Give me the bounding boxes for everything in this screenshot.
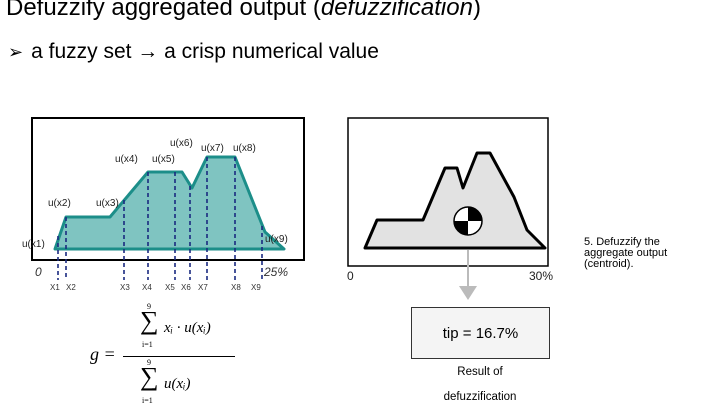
left-axis-start: 0 — [35, 265, 42, 279]
x-label-9: X9 — [251, 283, 261, 292]
centroid-formula: g = 9 ∑ i=1 xᵢ · u(xᵢ) 9 ∑ i=1 u(xᵢ) — [90, 300, 250, 410]
bullet-point: ➢ a fuzzy set → a crisp numerical value — [8, 40, 379, 64]
x-label-2: X2 — [66, 283, 76, 292]
denominator-sigma: ∑ — [140, 362, 159, 391]
slide-title: Defuzzify aggregated output (defuzzifica… — [6, 0, 481, 22]
formula-numerator: xᵢ · u(xᵢ) — [164, 320, 211, 336]
u-label-x2: u(x2) — [48, 198, 71, 209]
numerator-upper-limit: 9 — [147, 302, 151, 311]
denominator-upper-limit: 9 — [147, 358, 151, 367]
u-label-x9: u(x9) — [265, 234, 288, 245]
u-label-x1: u(x1) — [22, 239, 45, 250]
tip-result-box: tip = 16.7% — [411, 307, 550, 359]
x-label-5: X5 — [165, 283, 175, 292]
centroid-icon — [453, 206, 483, 236]
title-text: Defuzzify aggregated output ( — [6, 0, 321, 21]
formula-denominator: u(xᵢ) — [164, 376, 191, 392]
u-label-x6: u(x6) — [170, 138, 193, 149]
x-label-3: X3 — [120, 283, 130, 292]
numerator-sigma: ∑ — [140, 306, 159, 335]
right-axis-end: 30% — [529, 269, 553, 283]
u-label-x4: u(x4) — [115, 154, 138, 165]
output-fuzzy-set — [363, 151, 547, 250]
u-label-x5: u(x5) — [152, 154, 175, 165]
right-axis-start: 0 — [347, 269, 354, 283]
step-note: 5. Defuzzify the aggregate output (centr… — [584, 236, 668, 270]
numerator-lower-limit: i=1 — [142, 340, 153, 349]
aggregated-output-figure: u(x1) u(x2) u(x3) u(x4) u(x5) u(x6) u(x7… — [22, 117, 305, 292]
x-label-1: X1 — [50, 283, 60, 292]
bullet-text: a fuzzy set → a crisp numerical value — [31, 40, 379, 63]
result-caption-line2: defuzzification — [443, 391, 517, 403]
aggregated-fuzzy-set — [53, 155, 286, 251]
arrow-bullet-icon: ➢ — [8, 42, 24, 62]
u-label-x3: u(x3) — [96, 198, 119, 209]
x-label-4: X4 — [142, 283, 152, 292]
defuzzification-figure: 0 30% — [347, 117, 553, 300]
denominator-lower-limit: i=1 — [142, 396, 153, 405]
tip-result: tip = 16.7% — [442, 324, 519, 342]
title-close: ) — [472, 0, 481, 21]
u-label-x8: u(x8) — [233, 143, 256, 154]
title-italic: defuzzification — [320, 0, 473, 21]
sample-lines — [57, 157, 263, 280]
left-axis-end: 25% — [263, 265, 288, 279]
formula-lhs: g = — [90, 344, 116, 364]
x-label-6: X6 — [181, 283, 191, 292]
x-label-7: X7 — [198, 283, 208, 292]
fraction-bar — [123, 356, 235, 357]
result-caption-line1: Result of — [457, 366, 503, 378]
centroid-arrow-head — [459, 286, 477, 300]
x-label-8: X8 — [231, 283, 241, 292]
u-label-x7: u(x7) — [201, 143, 224, 154]
